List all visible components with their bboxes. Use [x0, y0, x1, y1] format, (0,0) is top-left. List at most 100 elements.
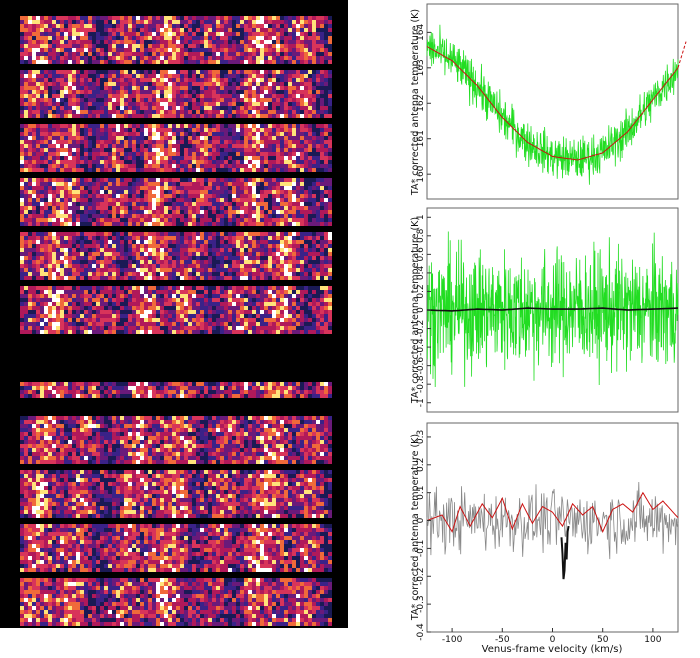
heatmap-cell [240, 194, 244, 198]
heatmap-cell [220, 156, 224, 160]
heatmap-cell [112, 20, 116, 24]
heatmap-cell [28, 294, 32, 298]
heatmap-cell [200, 128, 204, 132]
heatmap-cell [40, 114, 44, 118]
heatmap-cell [192, 264, 196, 268]
heatmap-cell [328, 114, 332, 118]
heatmap-cell [20, 264, 24, 268]
heatmap-cell [224, 114, 228, 118]
heatmap-cell [280, 20, 284, 24]
heatmap-cell [108, 36, 112, 40]
heatmap-cell [36, 28, 40, 32]
heatmap-cell [64, 248, 68, 252]
heatmap-cell [152, 82, 156, 86]
heatmap-cell [252, 106, 256, 110]
heatmap-cell [112, 232, 116, 236]
heatmap-cell [284, 168, 288, 172]
heatmap-cell [92, 160, 96, 164]
heatmap-cell [292, 186, 296, 190]
heatmap-cell [312, 114, 316, 118]
heatmap-cell [316, 276, 320, 280]
heatmap-cell [152, 36, 156, 40]
heatmap-cell [312, 82, 316, 86]
heatmap-cell [196, 148, 200, 152]
heatmap-cell [288, 128, 292, 132]
heatmap-cell [220, 160, 224, 164]
heatmap-cell [256, 70, 260, 74]
heatmap-cell [180, 272, 184, 276]
heatmap-cell [160, 136, 164, 140]
heatmap-cell [100, 32, 104, 36]
heatmap-cell [324, 152, 328, 156]
heatmap-cell [240, 202, 244, 206]
heatmap-cell [44, 140, 48, 144]
heatmap-cell [76, 276, 80, 280]
heatmap-cell [124, 20, 128, 24]
heatmap-cell [276, 114, 280, 118]
heatmap-cell [92, 24, 96, 28]
heatmap-cell [40, 128, 44, 132]
heatmap-cell [180, 164, 184, 168]
heatmap-cell [144, 244, 148, 248]
heatmap-cell [328, 252, 332, 256]
heatmap-cell [88, 48, 92, 52]
heatmap-cell [244, 24, 248, 28]
heatmap-cell [48, 232, 52, 236]
heatmap-cell [100, 40, 104, 44]
heatmap-cell [68, 140, 72, 144]
heatmap-cell [176, 114, 180, 118]
heatmap-cell [296, 90, 300, 94]
heatmap-cell [272, 86, 276, 90]
heatmap-cell [144, 56, 148, 60]
heatmap-cell [60, 264, 64, 268]
heatmap-cell [140, 128, 144, 132]
heatmap-cell [312, 20, 316, 24]
heatmap-cell [216, 286, 220, 290]
heatmap-cell [208, 160, 212, 164]
heatmap-cell [168, 168, 172, 172]
heatmap-cell [164, 160, 168, 164]
heatmap-cell [268, 124, 272, 128]
heatmap-cell [224, 268, 228, 272]
heatmap-cell [76, 236, 80, 240]
heatmap-cell [256, 178, 260, 182]
heatmap-cell [48, 178, 52, 182]
heatmap-cell [180, 202, 184, 206]
heatmap-cell [36, 52, 40, 56]
heatmap-cell [280, 214, 284, 218]
heatmap-cell [280, 156, 284, 160]
heatmap-cell [32, 152, 36, 156]
heatmap-cell [308, 124, 312, 128]
heatmap-cell [160, 232, 164, 236]
heatmap-cell [180, 124, 184, 128]
heatmap-cell [56, 52, 60, 56]
heatmap-cell [312, 290, 316, 294]
heatmap-cell [28, 198, 32, 202]
heatmap-cell [60, 214, 64, 218]
heatmap-cell [228, 186, 232, 190]
heatmap-cell [20, 240, 24, 244]
heatmap-cell [64, 24, 68, 28]
heatmap-cell [168, 294, 172, 298]
heatmap-cell [280, 32, 284, 36]
heatmap-cell [216, 144, 220, 148]
heatmap-cell [200, 222, 204, 226]
heatmap-cell [296, 244, 300, 248]
heatmap-cell [68, 136, 72, 140]
heatmap-cell [156, 128, 160, 132]
heatmap-cell [284, 186, 288, 190]
heatmap-cell [288, 178, 292, 182]
heatmap-cell [256, 152, 260, 156]
heatmap-cell [252, 210, 256, 214]
heatmap-cell [116, 218, 120, 222]
heatmap-cell [244, 74, 248, 78]
heatmap-cell [184, 20, 188, 24]
heatmap-cell [312, 232, 316, 236]
heatmap-cell [180, 106, 184, 110]
heatmap-cell [276, 110, 280, 114]
heatmap-cell [80, 52, 84, 56]
heatmap-cell [28, 28, 32, 32]
heatmap-cell [144, 298, 148, 302]
heatmap-cell [256, 264, 260, 268]
heatmap-cell [56, 156, 60, 160]
